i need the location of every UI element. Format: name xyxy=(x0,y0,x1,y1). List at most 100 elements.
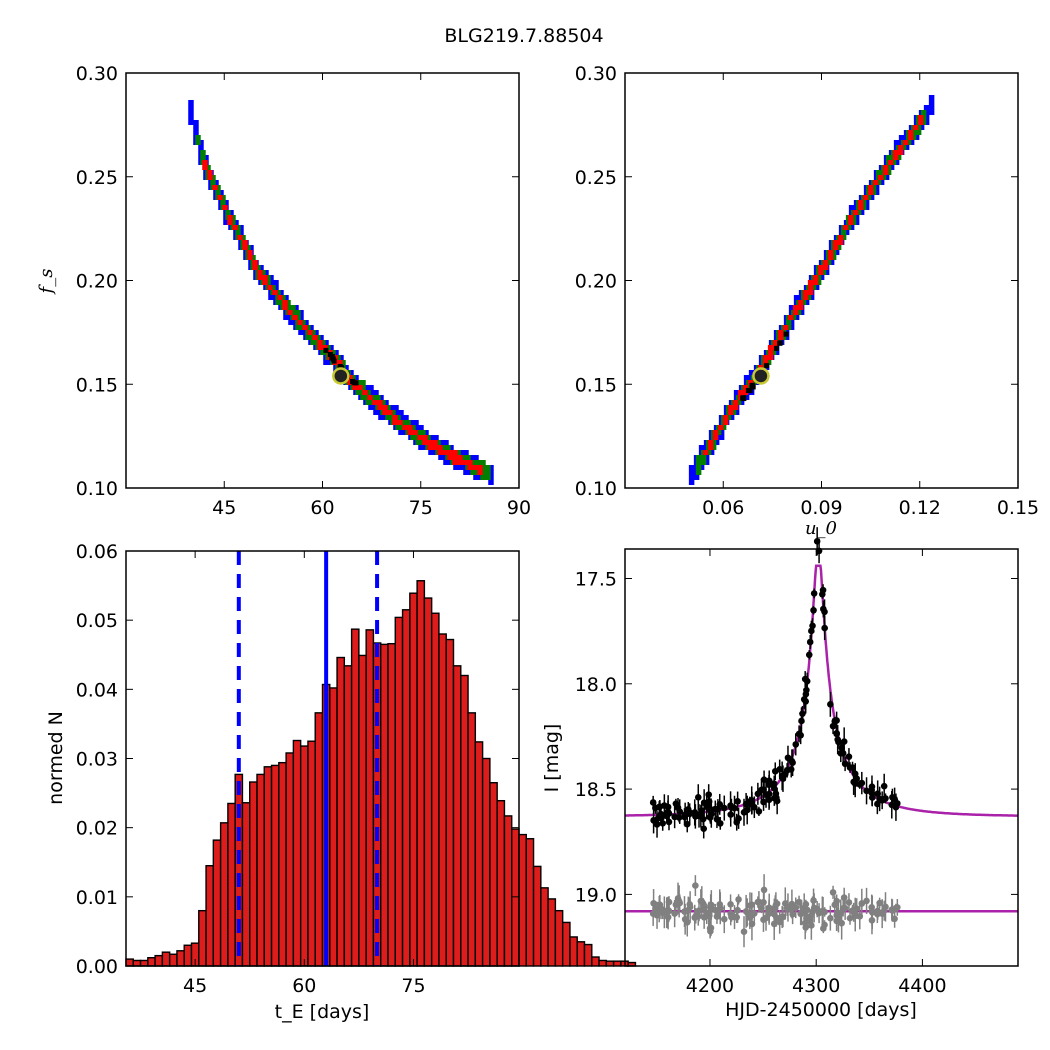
residual-point xyxy=(708,901,715,909)
histogram-bar xyxy=(365,629,375,967)
histogram-bar xyxy=(227,802,236,967)
residual-point xyxy=(838,919,845,927)
best-fit-marker xyxy=(752,367,770,385)
histogram-bar xyxy=(409,592,418,967)
confidence-region-inner xyxy=(237,235,243,240)
confidence-region-middle xyxy=(220,195,226,210)
confidence-region-inner xyxy=(217,195,223,200)
y-tick-label: 0.15 xyxy=(575,374,617,396)
data-point xyxy=(760,776,768,783)
confidence-region-inner xyxy=(252,260,258,270)
confidence-region-inner xyxy=(207,170,213,180)
data-point xyxy=(755,808,763,815)
histogram-bar xyxy=(612,960,622,967)
y-tick-label: 0.06 xyxy=(76,541,118,563)
data-point xyxy=(839,749,847,757)
confidence-region-inner xyxy=(767,345,774,360)
residual-point xyxy=(748,901,756,908)
residual-point xyxy=(863,897,870,905)
data-point xyxy=(716,820,724,827)
confidence-region-middle xyxy=(860,195,867,210)
confidence-region-inner xyxy=(702,450,709,455)
residual-point xyxy=(821,921,828,929)
residual-point xyxy=(734,906,741,914)
confidence-region-inner xyxy=(227,215,233,225)
residual-point xyxy=(876,899,883,907)
histogram-bar xyxy=(547,898,557,967)
confidence-region-inner xyxy=(362,390,368,395)
confidence-region-inner xyxy=(357,385,363,390)
histogram-bar xyxy=(489,782,498,967)
confidence-region-inner xyxy=(827,250,834,260)
residual-point xyxy=(735,896,742,903)
confidence-region-middle xyxy=(695,455,702,475)
data-point xyxy=(665,810,673,817)
histogram-bar xyxy=(511,828,520,967)
confidence-region-inner xyxy=(772,340,779,350)
confidence-region-inner xyxy=(802,290,809,300)
confidence-region-inner xyxy=(862,195,869,200)
confidence-region-middle xyxy=(485,465,491,480)
residual-point xyxy=(841,904,849,912)
confidence-region-inner xyxy=(917,115,924,125)
confidence-region-inner xyxy=(302,325,308,330)
confidence-region-inner xyxy=(262,275,268,285)
histogram-bar xyxy=(161,951,171,967)
histogram-bar xyxy=(358,654,367,967)
histogram-bar xyxy=(132,959,142,967)
residual-point xyxy=(802,900,810,908)
residual-point xyxy=(665,907,673,915)
histogram-bar xyxy=(256,773,265,967)
y-tick-label: 0.20 xyxy=(76,271,118,293)
histogram-bar xyxy=(212,839,222,967)
data-point xyxy=(659,820,667,827)
x-tick-label: 75 xyxy=(409,497,433,519)
confidence-region-inner xyxy=(272,290,278,295)
confidence-region-core xyxy=(350,378,356,384)
histogram-bar xyxy=(540,887,549,967)
data-point xyxy=(734,798,741,805)
confidence-region-inner xyxy=(872,180,879,185)
confidence-region-core xyxy=(330,354,336,360)
x-tick-label: 60 xyxy=(310,497,334,519)
confidence-region-inner xyxy=(907,130,914,140)
confidence-region-inner xyxy=(807,280,814,295)
confidence-region-inner xyxy=(397,420,403,425)
data-point xyxy=(840,738,848,745)
histogram-bar xyxy=(561,921,571,967)
confidence-region-middle xyxy=(290,305,296,320)
confidence-region-inner xyxy=(887,160,894,165)
fs-u0-heatmap xyxy=(688,95,935,485)
histogram-bar xyxy=(241,802,251,967)
histogram-bar xyxy=(336,656,346,967)
data-point xyxy=(789,759,796,766)
confidence-region-middle xyxy=(285,300,291,315)
data-point xyxy=(665,818,673,826)
histogram-bar xyxy=(249,781,258,967)
confidence-region-inner xyxy=(717,425,724,430)
data-point xyxy=(700,825,708,833)
confidence-region-inner xyxy=(432,440,438,450)
residual-point xyxy=(692,882,699,889)
residual-point xyxy=(707,924,715,932)
panel-te-histogram: 45 60 75 0.00 0.01 0.02 0.03 0.04 0.05 0.06 t_E [… xyxy=(45,541,637,1023)
y-tick-label: 0.00 xyxy=(76,956,118,978)
data-point xyxy=(841,760,849,768)
confidence-region-core xyxy=(323,347,329,353)
residual-point xyxy=(891,915,898,923)
confidence-region-middle xyxy=(870,180,877,195)
confidence-region-inner xyxy=(762,355,769,365)
histogram-bar xyxy=(285,752,295,967)
data-point xyxy=(760,786,767,793)
histogram-bar xyxy=(576,941,586,967)
residual-point xyxy=(853,905,860,912)
residual-point xyxy=(808,922,815,929)
data-point xyxy=(760,798,767,806)
confidence-region-inner xyxy=(307,330,313,335)
data-point xyxy=(803,677,811,685)
histogram-bar xyxy=(532,865,542,967)
x-tick-label: 75 xyxy=(401,975,425,997)
histogram-bar xyxy=(401,609,411,967)
confidence-region-inner xyxy=(812,275,819,285)
x-tick-label: 0.12 xyxy=(899,497,941,519)
